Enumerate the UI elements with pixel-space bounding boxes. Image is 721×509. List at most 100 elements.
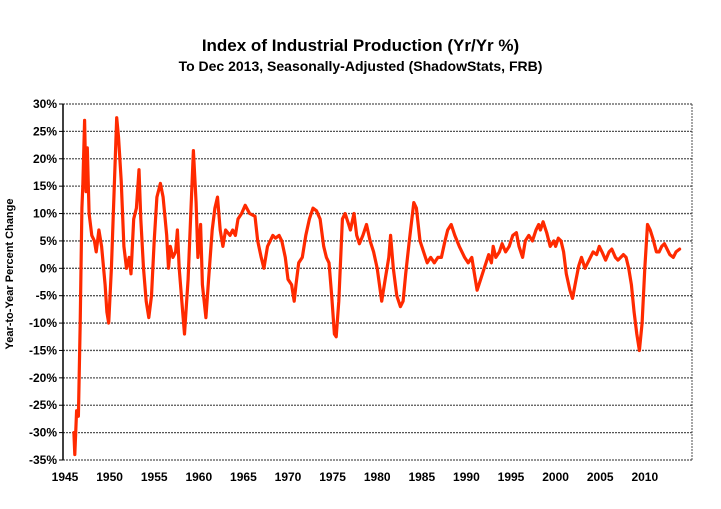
- data-point: [498, 251, 501, 253]
- data-point: [79, 322, 81, 324]
- x-tick-label: 2005: [587, 470, 614, 484]
- data-point: [244, 204, 246, 207]
- y-tick-label: -25%: [29, 398, 57, 412]
- data-point: [595, 253, 598, 256]
- data-point: [107, 322, 110, 324]
- data-point: [248, 212, 251, 215]
- data-point: [322, 245, 325, 248]
- data-point: [380, 300, 383, 303]
- data-point: [181, 311, 184, 313]
- data-point: [85, 190, 87, 193]
- data-point: [138, 168, 140, 171]
- y-tick-label: -20%: [29, 371, 57, 385]
- data-point: [281, 240, 283, 242]
- data-point: [347, 223, 350, 226]
- y-tick-label: 5%: [40, 234, 58, 248]
- data-point: [557, 237, 560, 239]
- data-point: [353, 212, 355, 215]
- data-point: [601, 251, 603, 253]
- data-point: [560, 240, 562, 242]
- data-point: [169, 245, 172, 248]
- x-tick-label: 1950: [96, 470, 123, 484]
- data-point: [471, 256, 473, 259]
- data-point: [535, 229, 537, 231]
- data-point: [219, 229, 221, 231]
- data-point: [216, 196, 219, 198]
- data-point: [660, 245, 663, 248]
- data-point: [231, 229, 234, 231]
- data-point: [675, 251, 677, 253]
- data-point: [308, 218, 311, 220]
- data-point: [135, 207, 138, 209]
- data-point: [142, 267, 145, 270]
- data-point: [74, 453, 76, 456]
- data-point: [384, 278, 387, 281]
- data-point: [396, 294, 398, 297]
- data-point: [73, 431, 75, 434]
- data-point: [290, 283, 293, 286]
- data-point: [130, 273, 132, 275]
- data-point: [272, 234, 274, 237]
- data-point: [646, 223, 649, 226]
- data-point: [176, 229, 179, 231]
- data-point: [614, 256, 617, 259]
- data-point: [140, 218, 142, 220]
- data-point: [349, 229, 352, 231]
- data-point: [355, 234, 358, 237]
- data-point: [120, 179, 122, 182]
- data-point: [619, 256, 622, 259]
- data-point: [473, 273, 476, 275]
- data-point: [207, 278, 210, 281]
- data-point: [201, 283, 204, 286]
- y-tick-label: 0%: [40, 261, 58, 275]
- data-point: [77, 415, 80, 418]
- data-point: [128, 256, 130, 259]
- data-point: [123, 245, 125, 248]
- data-point: [611, 248, 613, 250]
- data-point: [598, 245, 601, 248]
- data-point: [467, 262, 470, 264]
- data-point: [315, 210, 318, 212]
- series-line: [72, 116, 682, 457]
- data-point: [669, 253, 671, 256]
- data-point: [88, 212, 90, 215]
- data-point: [372, 251, 375, 253]
- data-point: [666, 248, 668, 250]
- data-point: [75, 409, 78, 412]
- data-point: [319, 218, 321, 220]
- data-point: [399, 305, 402, 308]
- data-point: [389, 234, 392, 237]
- x-tick-label: 1990: [453, 470, 480, 484]
- data-point: [305, 234, 307, 237]
- data-point: [132, 218, 135, 220]
- data-point: [549, 245, 551, 248]
- data-point: [172, 256, 174, 259]
- y-tick-label: 30%: [33, 97, 57, 111]
- data-point: [672, 256, 675, 259]
- data-point: [415, 207, 418, 209]
- data-point: [338, 300, 340, 303]
- data-point: [450, 223, 453, 226]
- data-point: [199, 223, 202, 226]
- data-point: [652, 237, 654, 239]
- x-tick-label: 1975: [319, 470, 346, 484]
- y-tick-label: -10%: [29, 316, 57, 330]
- data-point: [115, 116, 118, 119]
- chart-subtitle: To Dec 2013, Seasonally-Adjusted (Shadow…: [178, 58, 543, 74]
- data-point: [211, 229, 213, 231]
- y-axis-ticks: 30% 25% 20% 15% 10% 5% 0% -5% -10% -15% -20% -25% -3…: [29, 97, 63, 467]
- data-point: [256, 240, 259, 242]
- x-tick-label: 1945: [52, 470, 79, 484]
- data-point: [153, 240, 155, 242]
- data-point: [644, 267, 646, 270]
- data-point: [237, 218, 239, 220]
- x-tick-label: 1980: [364, 470, 391, 484]
- data-point: [195, 201, 197, 204]
- data-point: [388, 256, 390, 259]
- data-point: [260, 256, 263, 259]
- data-point: [413, 201, 415, 204]
- data-point: [328, 262, 330, 264]
- data-point: [426, 262, 429, 264]
- data-point: [649, 229, 651, 231]
